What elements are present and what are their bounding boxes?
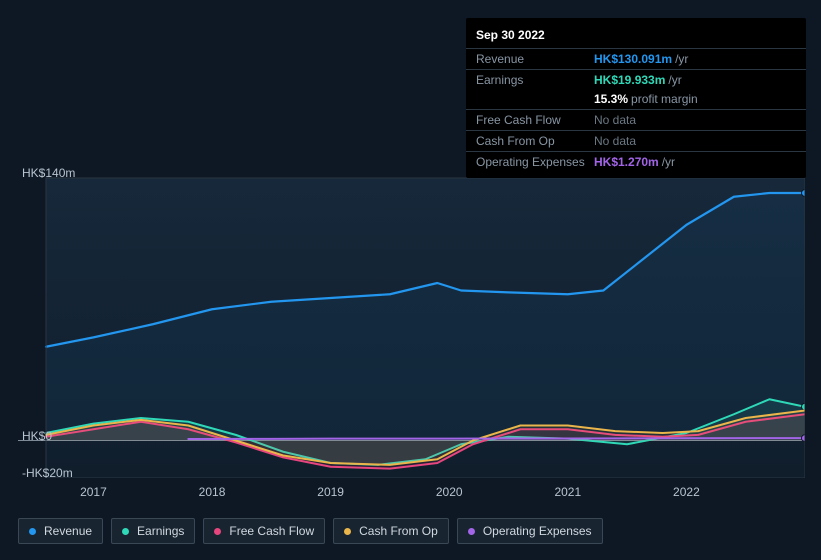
y-axis-label: -HK$20m xyxy=(22,466,73,480)
tooltip-row-value: HK$130.091m/yr xyxy=(594,52,688,66)
series-end-marker xyxy=(802,190,806,197)
tooltip-row-value: HK$1.270m/yr xyxy=(594,155,675,169)
legend-dot-icon xyxy=(344,528,351,535)
series-end-marker xyxy=(802,403,806,410)
legend-label: Cash From Op xyxy=(359,524,438,538)
chart-legend: Revenue Earnings Free Cash Flow Cash From O… xyxy=(18,518,603,544)
tooltip-row-label: Earnings xyxy=(476,73,594,87)
tooltip-row-value: HK$19.933m/yr xyxy=(594,73,682,87)
tooltip-date: Sep 30 2022 xyxy=(466,24,806,48)
legend-item[interactable]: Free Cash Flow xyxy=(203,518,325,544)
legend-item[interactable]: Revenue xyxy=(18,518,103,544)
legend-label: Earnings xyxy=(137,524,184,538)
legend-label: Operating Expenses xyxy=(483,524,592,538)
x-axis-label: 2018 xyxy=(199,485,226,499)
financials-chart xyxy=(18,160,805,500)
chart-tooltip: Sep 30 2022 RevenueHK$130.091m/yrEarning… xyxy=(466,18,806,178)
tooltip-row: Operating ExpensesHK$1.270m/yr xyxy=(466,151,806,172)
x-axis-label: 2017 xyxy=(80,485,107,499)
tooltip-row-label: Cash From Op xyxy=(476,134,594,148)
legend-label: Free Cash Flow xyxy=(229,524,314,538)
tooltip-row-label: Operating Expenses xyxy=(476,155,594,169)
tooltip-row-label: Free Cash Flow xyxy=(476,113,594,127)
x-axis-label: 2020 xyxy=(436,485,463,499)
legend-dot-icon xyxy=(214,528,221,535)
chart-svg xyxy=(18,160,805,478)
tooltip-row: Cash From OpNo data xyxy=(466,130,806,151)
tooltip-row: Free Cash FlowNo data xyxy=(466,109,806,130)
x-axis-labels: 2017 2018 2019 2020 2021 2022 xyxy=(18,485,805,505)
tooltip-row-value: No data xyxy=(594,134,636,148)
tooltip-row: EarningsHK$19.933m/yr xyxy=(466,69,806,90)
tooltip-row: RevenueHK$130.091m/yr xyxy=(466,48,806,69)
legend-dot-icon xyxy=(122,528,129,535)
x-axis-label: 2021 xyxy=(554,485,581,499)
legend-item[interactable]: Earnings xyxy=(111,518,195,544)
y-axis-label: HK$140m xyxy=(22,166,75,180)
legend-dot-icon xyxy=(29,528,36,535)
legend-item[interactable]: Operating Expenses xyxy=(457,518,603,544)
y-axis-label: HK$0 xyxy=(22,429,52,443)
legend-dot-icon xyxy=(468,528,475,535)
series-line xyxy=(188,438,805,439)
legend-item[interactable]: Cash From Op xyxy=(333,518,449,544)
x-axis-label: 2019 xyxy=(317,485,344,499)
tooltip-row-sub: 15.3%profit margin xyxy=(466,90,806,109)
legend-label: Revenue xyxy=(44,524,92,538)
series-end-marker xyxy=(802,435,806,442)
tooltip-row-value: No data xyxy=(594,113,636,127)
tooltip-row-label: Revenue xyxy=(476,52,594,66)
x-axis-label: 2022 xyxy=(673,485,700,499)
